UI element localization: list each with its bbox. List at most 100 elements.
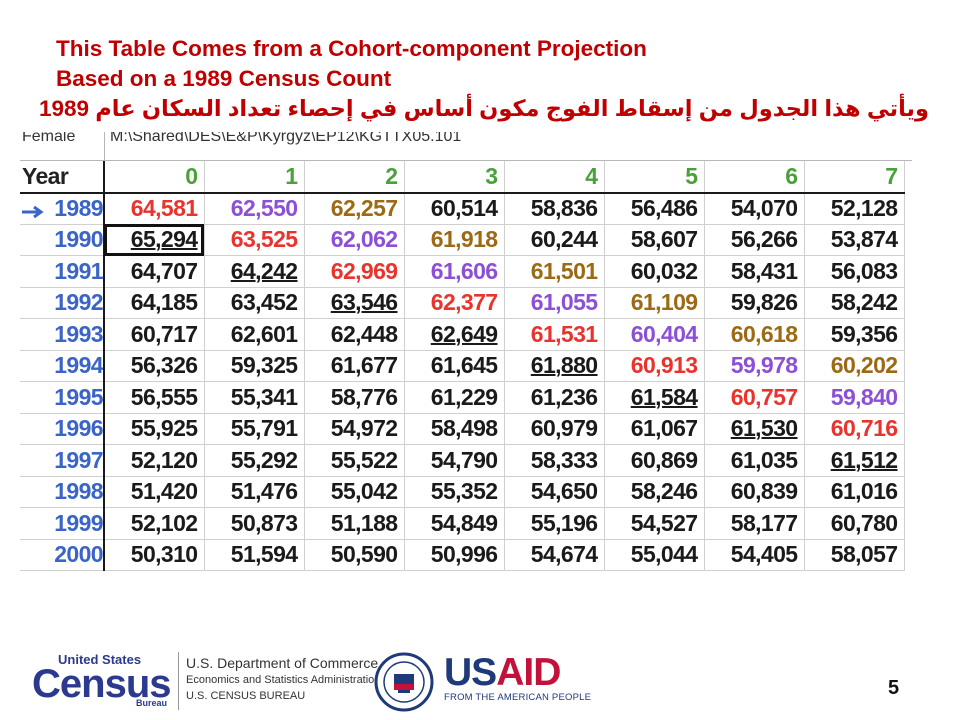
table-cell[interactable]: 50,590 (304, 539, 405, 571)
table-cell[interactable]: 54,674 (504, 539, 605, 571)
table-cell[interactable]: 62,601 (204, 318, 305, 351)
table-cell[interactable]: 60,979 (504, 413, 605, 445)
table-cell[interactable]: 56,083 (804, 255, 905, 288)
table-cell[interactable]: 58,607 (604, 224, 705, 256)
row-year: 1992 (20, 287, 105, 319)
table-cell[interactable]: 53,874 (804, 224, 905, 256)
table-cell[interactable]: 55,196 (504, 507, 605, 540)
table-cell[interactable]: 62,550 (204, 192, 305, 225)
table-cell[interactable]: 56,486 (604, 192, 705, 225)
table-cell[interactable]: 55,292 (204, 444, 305, 477)
table-cell[interactable]: 62,377 (404, 287, 505, 319)
table-cell[interactable]: 55,042 (304, 476, 405, 508)
table-cell[interactable]: 62,448 (304, 318, 405, 351)
table-cell[interactable]: 56,326 (104, 350, 205, 382)
table-cell[interactable]: 51,188 (304, 507, 405, 540)
table-cell[interactable]: 64,242 (204, 255, 305, 288)
table-cell[interactable]: 52,120 (104, 444, 205, 477)
table-cell[interactable]: 63,546 (304, 287, 405, 319)
table-cell[interactable]: 60,514 (404, 192, 505, 225)
cell-value: 52,120 (130, 446, 198, 473)
table-cell[interactable]: 50,996 (404, 539, 505, 571)
table-cell[interactable]: 62,257 (304, 192, 405, 225)
table-cell[interactable]: 61,530 (704, 413, 805, 445)
table-cell[interactable]: 60,032 (604, 255, 705, 288)
table-cell[interactable]: 60,244 (504, 224, 605, 256)
table-cell[interactable]: 60,717 (104, 318, 205, 351)
table-cell[interactable]: 59,325 (204, 350, 305, 382)
table-cell[interactable]: 61,677 (304, 350, 405, 382)
table-cell[interactable]: 60,202 (804, 350, 905, 382)
table-cell[interactable]: 55,044 (604, 539, 705, 571)
table-cell[interactable]: 52,102 (104, 507, 205, 540)
table-cell[interactable]: 56,266 (704, 224, 805, 256)
table-cell[interactable]: 64,707 (104, 255, 205, 288)
table-cell[interactable]: 55,352 (404, 476, 505, 508)
table-cell[interactable]: 60,618 (704, 318, 805, 351)
table-cell[interactable]: 61,067 (604, 413, 705, 445)
table-cell[interactable]: 50,310 (104, 539, 205, 571)
table-cell[interactable]: 54,849 (404, 507, 505, 540)
table-cell[interactable]: 61,229 (404, 381, 505, 414)
table-cell[interactable]: 56,555 (104, 381, 205, 414)
table-cell[interactable]: 51,594 (204, 539, 305, 571)
table-cell[interactable]: 58,057 (804, 539, 905, 571)
table-cell[interactable]: 61,606 (404, 255, 505, 288)
cell-value: 63,525 (230, 226, 298, 253)
table-cell[interactable]: 51,420 (104, 476, 205, 508)
table-cell[interactable]: 51,476 (204, 476, 305, 508)
table-cell[interactable]: 61,035 (704, 444, 805, 477)
table-cell[interactable]: 55,522 (304, 444, 405, 477)
table-cell[interactable]: 54,972 (304, 413, 405, 445)
table-cell[interactable]: 59,840 (804, 381, 905, 414)
table-cell[interactable]: 58,177 (704, 507, 805, 540)
table-cell[interactable]: 61,645 (404, 350, 505, 382)
table-cell[interactable]: 59,826 (704, 287, 805, 319)
table-cell[interactable]: 62,062 (304, 224, 405, 256)
table-cell[interactable]: 64,185 (104, 287, 205, 319)
table-cell[interactable]: 54,070 (704, 192, 805, 225)
table-cell[interactable]: 61,584 (604, 381, 705, 414)
table-cell[interactable]: 59,356 (804, 318, 905, 351)
cell-value: 50,310 (130, 541, 198, 568)
table-cell[interactable]: 58,333 (504, 444, 605, 477)
table-cell[interactable]: 54,650 (504, 476, 605, 508)
table-cell[interactable]: 63,525 (204, 224, 305, 256)
table-cell[interactable]: 61,055 (504, 287, 605, 319)
table-cell[interactable]: 58,776 (304, 381, 405, 414)
table-cell[interactable]: 58,431 (704, 255, 805, 288)
table-cell[interactable]: 54,405 (704, 539, 805, 571)
table-cell[interactable]: 61,501 (504, 255, 605, 288)
selected-cell[interactable]: 65,294 (104, 224, 205, 256)
table-cell[interactable]: 62,649 (404, 318, 505, 351)
table-cell[interactable]: 60,913 (604, 350, 705, 382)
table-cell[interactable]: 55,341 (204, 381, 305, 414)
table-cell[interactable]: 64,581 (104, 192, 205, 225)
table-cell[interactable]: 54,790 (404, 444, 505, 477)
table-cell[interactable]: 60,839 (704, 476, 805, 508)
table-cell[interactable]: 61,236 (504, 381, 605, 414)
table-cell[interactable]: 61,918 (404, 224, 505, 256)
table-cell[interactable]: 52,128 (804, 192, 905, 225)
table-cell[interactable]: 62,969 (304, 255, 405, 288)
table-cell[interactable]: 61,016 (804, 476, 905, 508)
table-cell[interactable]: 61,880 (504, 350, 605, 382)
table-cell[interactable]: 60,404 (604, 318, 705, 351)
table-cell[interactable]: 61,109 (604, 287, 705, 319)
table-cell[interactable]: 60,780 (804, 507, 905, 540)
table-cell[interactable]: 63,452 (204, 287, 305, 319)
table-cell[interactable]: 58,836 (504, 192, 605, 225)
table-cell[interactable]: 50,873 (204, 507, 305, 540)
table-cell[interactable]: 55,925 (104, 413, 205, 445)
table-cell[interactable]: 54,527 (604, 507, 705, 540)
table-cell[interactable]: 60,869 (604, 444, 705, 477)
table-cell[interactable]: 59,978 (704, 350, 805, 382)
table-cell[interactable]: 58,246 (604, 476, 705, 508)
table-cell[interactable]: 61,512 (804, 444, 905, 477)
table-cell[interactable]: 60,716 (804, 413, 905, 445)
table-cell[interactable]: 55,791 (204, 413, 305, 445)
table-cell[interactable]: 58,498 (404, 413, 505, 445)
table-cell[interactable]: 61,531 (504, 318, 605, 351)
table-cell[interactable]: 58,242 (804, 287, 905, 319)
table-cell[interactable]: 60,757 (704, 381, 805, 414)
